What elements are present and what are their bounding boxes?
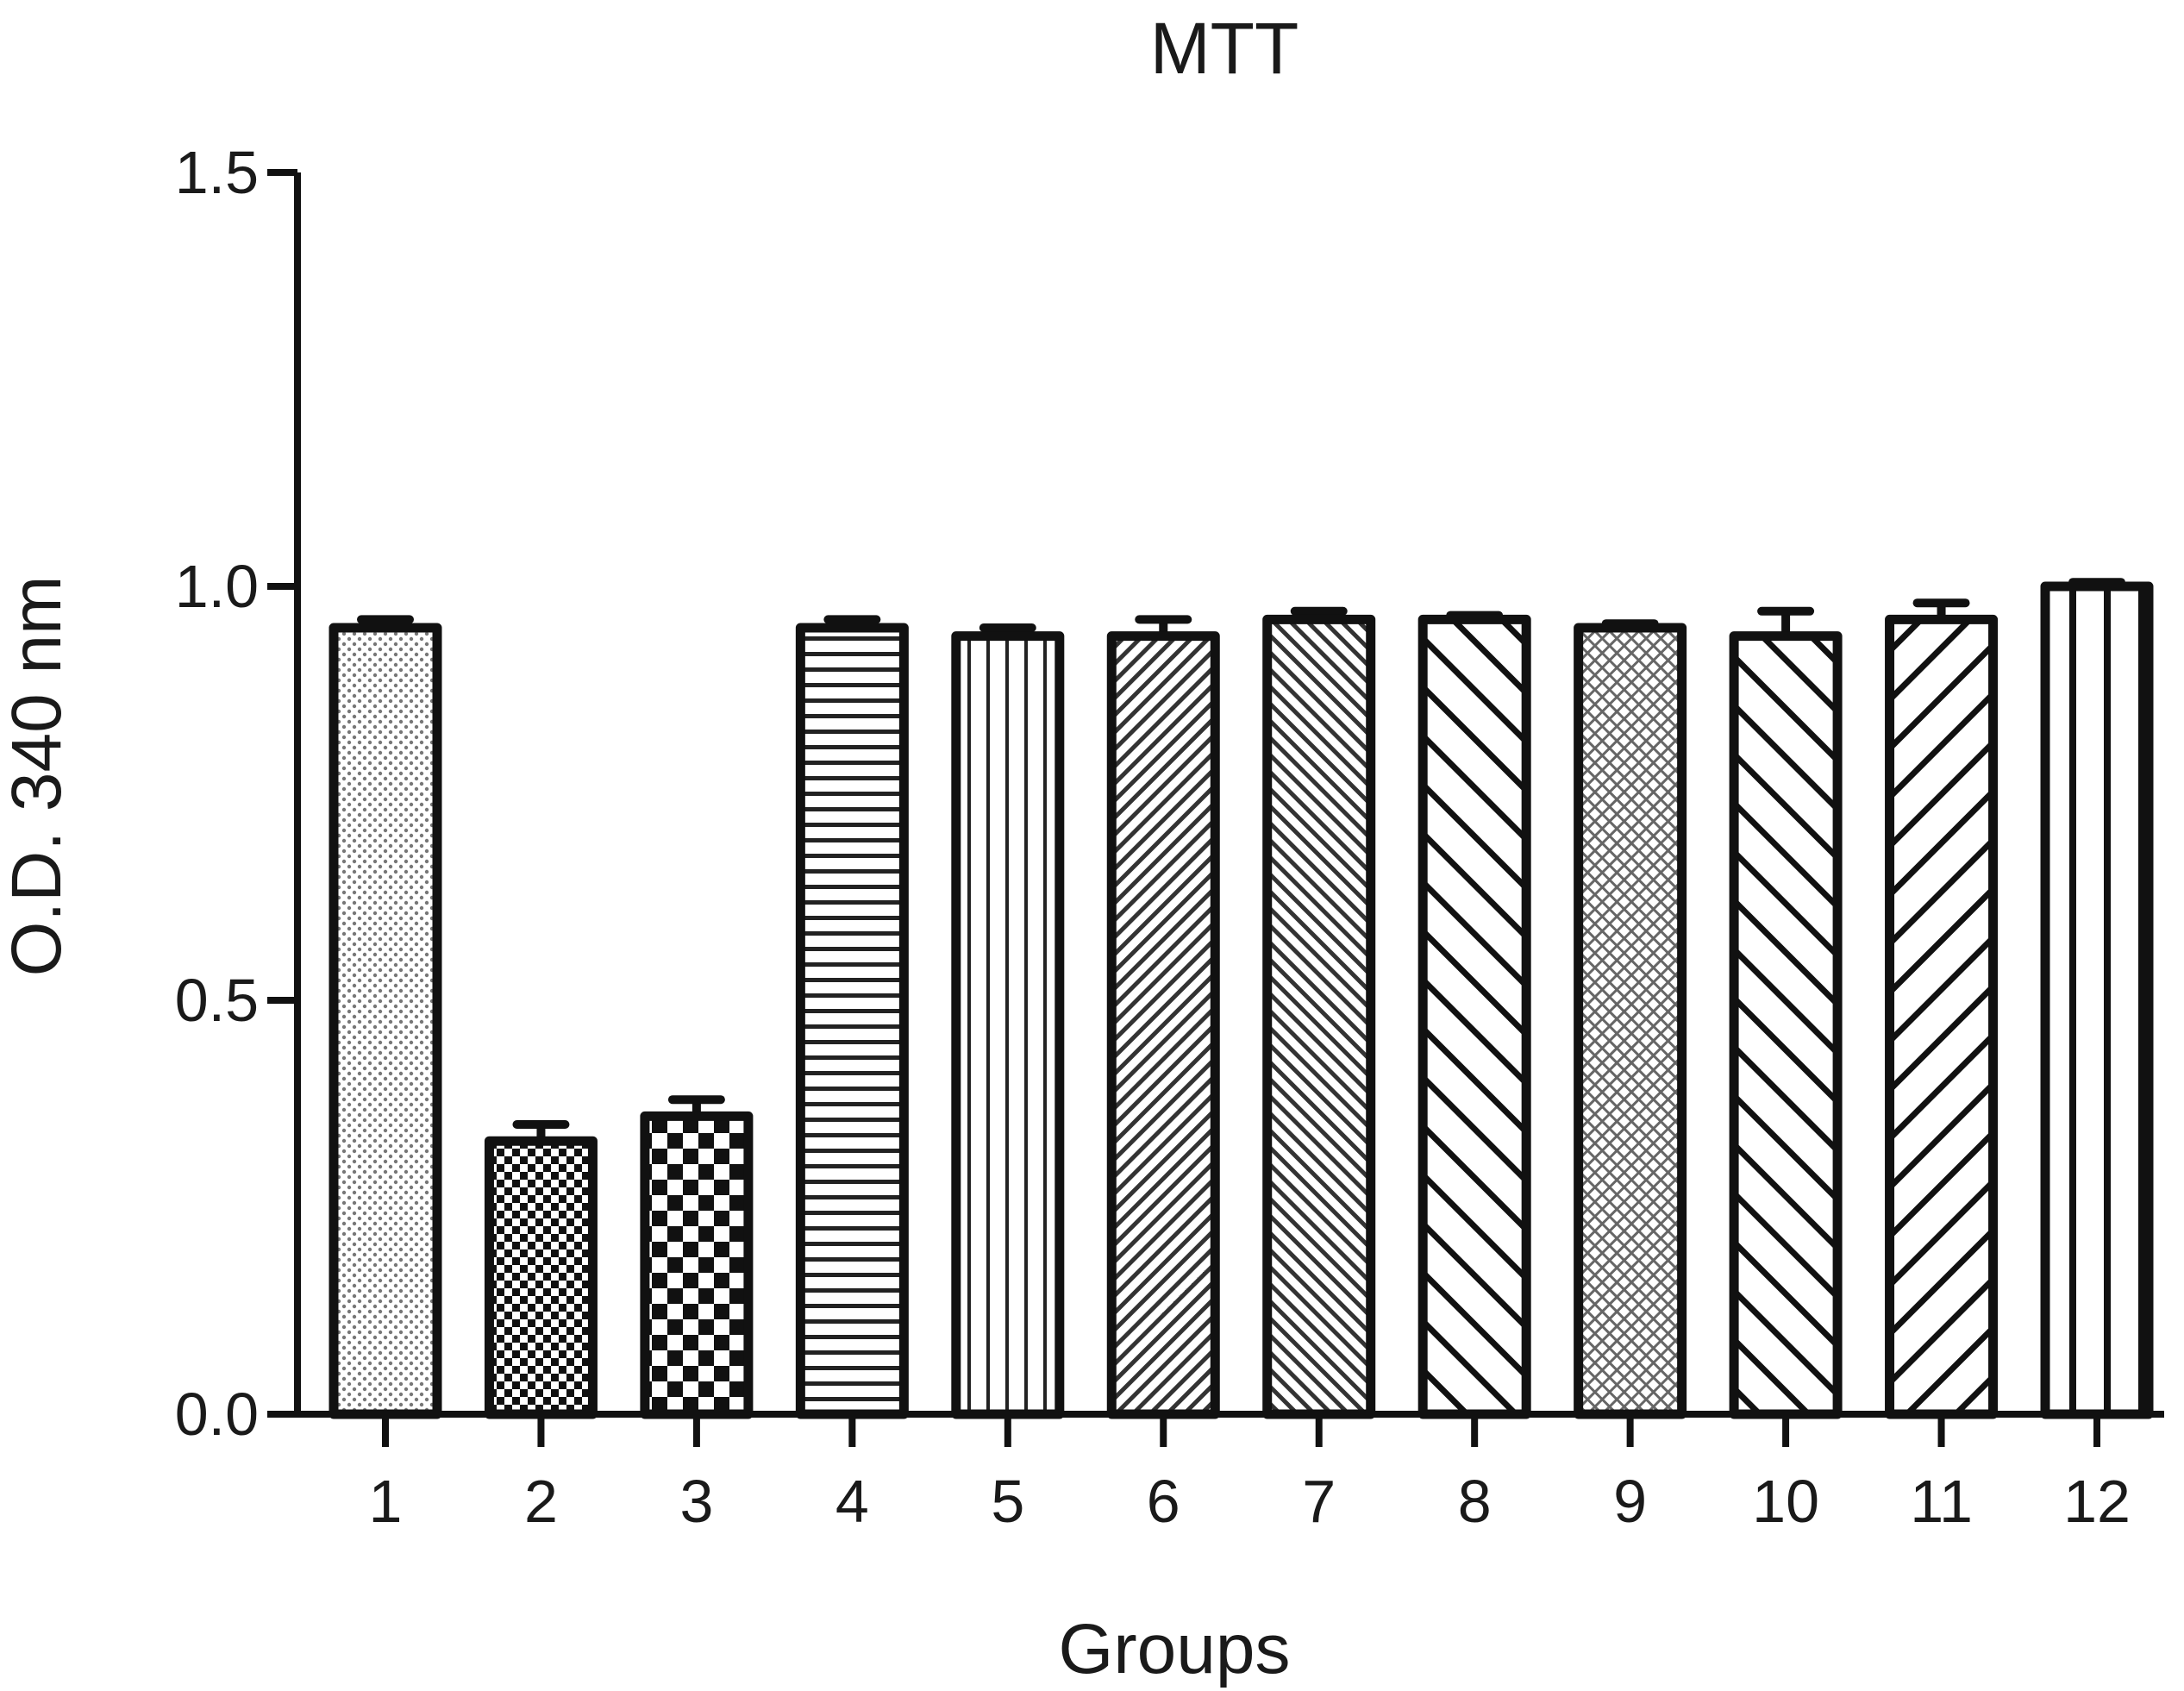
bar-5 [951, 631, 1065, 1419]
bar-group-6 [1106, 615, 1220, 1419]
x-tick-label-6: 6 [1147, 1468, 1180, 1535]
x-tick-label-10: 10 [1752, 1468, 1819, 1535]
x-tick-label-7: 7 [1302, 1468, 1336, 1535]
bar-group-7 [1262, 606, 1376, 1419]
bars-layer [329, 578, 2154, 1419]
bar-3 [640, 1111, 754, 1419]
bar-group-10 [1729, 606, 1843, 1419]
axes-layer: 1 2 3 4 5 6 7 8 9 10 11 120.00.51.01.5 [175, 139, 2164, 1535]
bar-group-2 [484, 1120, 598, 1419]
bar-group-12 [2040, 578, 2154, 1419]
x-tick-label-2: 2 [524, 1468, 558, 1535]
y-tick-label-1.5: 1.5 [175, 139, 259, 206]
bar-group-1 [329, 615, 442, 1419]
x-tick-label-9: 9 [1613, 1468, 1647, 1535]
x-axis-title: Groups [1059, 1610, 1291, 1688]
x-tick-label-4: 4 [835, 1468, 869, 1535]
bar-group-11 [1885, 598, 1999, 1419]
y-tick-label-0.0: 0.0 [175, 1381, 259, 1448]
bar-group-3 [640, 1095, 754, 1419]
x-tick-label-3: 3 [679, 1468, 713, 1535]
chart-title: MTT [1150, 8, 1299, 89]
x-tick-label-8: 8 [1458, 1468, 1492, 1535]
x-tick-label-5: 5 [991, 1468, 1024, 1535]
bar-2 [484, 1136, 598, 1419]
bar-group-8 [1417, 611, 1531, 1419]
x-tick-label-12: 12 [2063, 1468, 2131, 1535]
bar-9 [1574, 623, 1687, 1419]
x-tick-label-11: 11 [1910, 1468, 1973, 1535]
bar-7 [1262, 614, 1376, 1419]
y-axis-title: O.D. 340 nm [0, 576, 76, 977]
bar-11 [1885, 614, 1999, 1419]
bar-12 [2040, 581, 2154, 1419]
bar-1 [329, 623, 442, 1419]
bar-group-9 [1574, 619, 1687, 1419]
y-tick-label-1.0: 1.0 [175, 553, 259, 620]
bar-4 [795, 623, 909, 1419]
bar-10 [1729, 631, 1843, 1419]
y-tick-label-0.5: 0.5 [175, 967, 259, 1034]
bar-group-5 [951, 623, 1065, 1419]
x-tick-label-1: 1 [369, 1468, 403, 1535]
bar-6 [1106, 631, 1220, 1419]
bar-8 [1417, 614, 1531, 1419]
bar-group-4 [795, 615, 909, 1419]
